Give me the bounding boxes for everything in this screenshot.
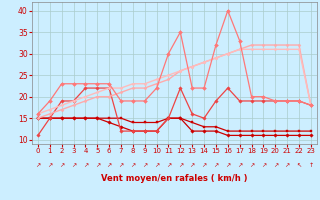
X-axis label: Vent moyen/en rafales ( km/h ): Vent moyen/en rafales ( km/h ) xyxy=(101,174,248,183)
